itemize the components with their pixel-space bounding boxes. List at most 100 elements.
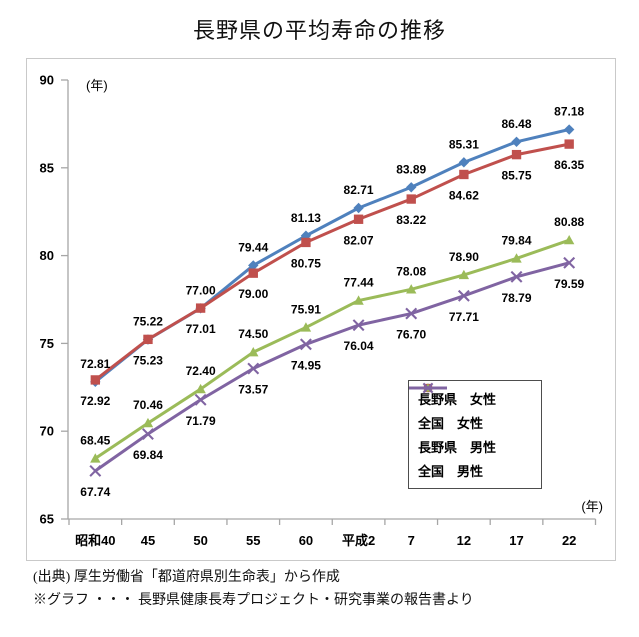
- data-label: 71.79: [186, 414, 216, 428]
- triangle-marker-icon: [458, 269, 470, 280]
- data-label: 73.57: [238, 383, 268, 397]
- series-line: [94, 142, 570, 382]
- source-line: (出典) 厚生労働省「都道府県別生命表」から作成: [33, 570, 340, 585]
- square-marker-icon: [511, 149, 522, 160]
- series-x: [89, 256, 576, 477]
- legend-label: 長野県 女性: [418, 391, 497, 407]
- triangle-marker-icon: [511, 253, 522, 263]
- data-label: 72.81: [80, 357, 110, 371]
- line-chart: (年) (年) 90 85 80 75 70 65 昭和40 45 50 55 60 平成2 7 12 17…: [40, 73, 603, 549]
- chart-area: (年) (年) 90 85 80 75 70 65 昭和40 45 50 55 60 平成2 7 12 17…: [26, 58, 616, 561]
- square-marker-icon: [353, 214, 364, 224]
- x-axis-tick-label: 平成2: [342, 533, 375, 548]
- square-marker-icon: [459, 169, 469, 180]
- triangle-marker-icon: [300, 322, 312, 332]
- x-axis-tick-label: 7: [408, 533, 415, 548]
- data-label: 76.70: [396, 328, 426, 342]
- y-axis-tick-label: 85: [40, 160, 54, 175]
- data-label: 79.59: [554, 277, 584, 291]
- series-line: [94, 238, 570, 460]
- x-marker-icon: [247, 362, 260, 375]
- legend-label: 全国 男性: [418, 464, 484, 480]
- data-label: 83.89: [396, 162, 426, 176]
- x-marker-icon: [457, 289, 470, 302]
- square-marker-icon: [195, 303, 206, 313]
- triangle-marker-icon: [563, 234, 575, 245]
- x-marker-icon: [510, 270, 523, 283]
- legend-label: 長野県 男性: [418, 440, 497, 456]
- triangle-marker-icon: [142, 417, 154, 428]
- x-axis-tick-label: 17: [509, 533, 523, 548]
- data-label: 75.91: [291, 302, 321, 316]
- y-axis-tick-label: 90: [40, 73, 54, 88]
- legend-item: 全国 女性: [409, 383, 537, 432]
- data-label: 77.01: [186, 322, 216, 336]
- triangle-marker-icon: [248, 346, 259, 357]
- square-marker-icon: [406, 194, 416, 204]
- diamond-marker-icon: [353, 202, 364, 214]
- y-axis-tick-label: 65: [40, 512, 54, 527]
- triangle-marker-icon: [406, 284, 417, 294]
- x-axis-tick-label: 60: [299, 533, 313, 548]
- data-label: 82.07: [344, 233, 374, 247]
- diamond-marker-icon: [406, 182, 417, 193]
- x-marker-icon: [299, 338, 312, 351]
- square-marker-icon: [248, 268, 258, 278]
- data-label: 79.44: [238, 240, 268, 254]
- data-label: 83.22: [396, 213, 426, 227]
- data-label: 75.22: [133, 315, 163, 329]
- data-label: 86.48: [502, 117, 532, 131]
- square-marker-icon: [564, 139, 574, 149]
- legend-item: 長野県 男性: [409, 383, 537, 456]
- legend-item: 全国 男性: [409, 382, 537, 480]
- x-marker-icon: [422, 382, 434, 394]
- data-label: 80.88: [554, 215, 584, 229]
- x-axis-unit-label: (年): [581, 499, 603, 514]
- diamond-marker-icon: [248, 260, 259, 271]
- x-marker-icon: [194, 393, 207, 406]
- y-axis-tick-label: 70: [40, 424, 54, 439]
- data-label: 74.95: [291, 358, 321, 372]
- legend: 長野県 女性 全国 女性長野県 男性 全国 男性: [408, 380, 542, 489]
- data-label: 78.08: [396, 264, 426, 278]
- legend-label: 全国 女性: [418, 415, 484, 431]
- source-note-line: ※グラフ ・・・ 長野県健康長寿プロジェクト・研究事業の報告書より: [33, 593, 474, 608]
- series-square: [90, 139, 574, 385]
- data-label: 74.50: [238, 327, 268, 341]
- series-line: [94, 261, 570, 473]
- data-label: 81.13: [291, 211, 321, 225]
- data-label: 67.74: [80, 485, 110, 499]
- x-axis-tick-label: 55: [246, 533, 260, 548]
- data-label: 85.75: [502, 169, 532, 183]
- x-axis-tick-label: 22: [562, 533, 576, 548]
- triangle-marker-icon: [195, 383, 206, 394]
- data-label: 86.35: [554, 158, 584, 172]
- data-label: 68.45: [80, 433, 110, 447]
- triangle-marker-icon: [353, 295, 364, 305]
- data-label: 70.46: [133, 398, 163, 412]
- data-label: 69.84: [133, 448, 163, 462]
- series-layer: [89, 124, 576, 477]
- x-marker-icon: [352, 319, 365, 332]
- y-axis-tick-label: 75: [40, 336, 54, 351]
- x-marker-icon: [405, 307, 418, 320]
- square-marker-icon: [301, 237, 311, 248]
- x-axis-tick-label: 45: [141, 533, 155, 548]
- y-axis-unit-label: (年): [86, 78, 108, 93]
- x-axis-tick-label: 12: [457, 533, 471, 548]
- x-marker-icon: [563, 256, 576, 269]
- data-label: 78.79: [502, 291, 532, 305]
- diamond-marker-icon: [563, 124, 575, 135]
- data-label: 78.90: [449, 250, 479, 264]
- series-line: [94, 128, 570, 384]
- data-label: 80.75: [291, 256, 321, 270]
- data-label: 85.31: [449, 137, 479, 151]
- data-label: 75.23: [133, 353, 163, 367]
- triangle-marker-icon: [90, 453, 101, 463]
- x-axis-tick-label: 50: [193, 533, 207, 548]
- data-label: 77.71: [449, 310, 479, 324]
- axes: 90 85 80 75 70 65 昭和40 45 50 55 60 平成2 7 12 17 22: [40, 73, 597, 548]
- legend-x-sample: [409, 382, 447, 394]
- data-label: 84.62: [449, 188, 479, 202]
- square-marker-icon: [90, 375, 101, 385]
